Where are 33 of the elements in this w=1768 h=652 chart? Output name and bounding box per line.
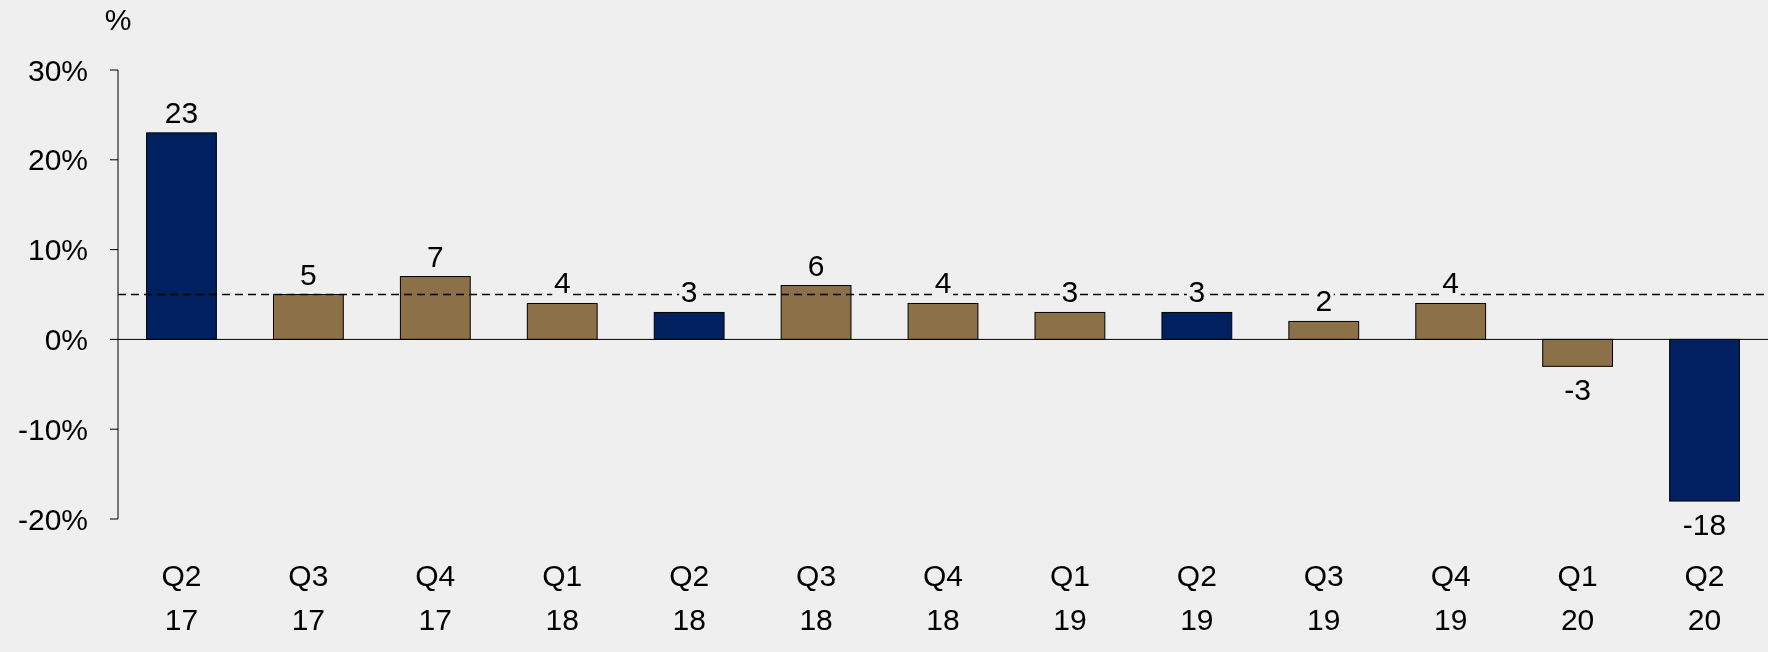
x-tick-label: Q3 17 bbox=[288, 559, 329, 636]
x-tick-label: Q2 20 bbox=[1684, 559, 1725, 636]
data-label: 5 bbox=[300, 257, 317, 291]
y-tick-label: 0% bbox=[44, 322, 88, 356]
data-label: 23 bbox=[164, 95, 199, 129]
x-tick-label: Q4 19 bbox=[1430, 559, 1471, 636]
data-label: 3 bbox=[1188, 275, 1206, 309]
x-tick-label: Q1 20 bbox=[1557, 559, 1598, 636]
x-tick-label: Q3 19 bbox=[1303, 559, 1344, 636]
data-label: -18 bbox=[1682, 508, 1727, 542]
x-tick-label: Q4 17 bbox=[415, 559, 456, 636]
data-label: 3 bbox=[1061, 275, 1079, 309]
data-label: 7 bbox=[426, 239, 444, 273]
data-label: 6 bbox=[807, 248, 825, 282]
data-label: 4 bbox=[1442, 266, 1460, 300]
x-tick-label: Q1 18 bbox=[542, 559, 583, 636]
data-label: 2 bbox=[1315, 284, 1333, 318]
x-tick-label: Q2 19 bbox=[1176, 559, 1217, 636]
y-tick-label: 10% bbox=[27, 233, 88, 267]
x-tick-label: Q2 17 bbox=[161, 559, 202, 636]
x-tick-label: Q3 18 bbox=[796, 559, 837, 636]
data-label: 3 bbox=[680, 275, 698, 309]
data-label: 4 bbox=[553, 266, 571, 300]
data-label: 4 bbox=[934, 266, 952, 300]
data-label: -3 bbox=[1564, 373, 1591, 407]
x-tick-label: Q4 18 bbox=[922, 559, 964, 636]
y-axis-title: % bbox=[104, 3, 132, 36]
y-tick-label: -10% bbox=[17, 412, 88, 446]
x-tick-label: Q1 19 bbox=[1049, 559, 1090, 636]
y-tick-label: -20% bbox=[17, 502, 88, 536]
x-tick-label: Q2 18 bbox=[669, 559, 710, 636]
y-tick-label: 30% bbox=[27, 53, 88, 87]
y-tick-label: 20% bbox=[27, 143, 88, 177]
